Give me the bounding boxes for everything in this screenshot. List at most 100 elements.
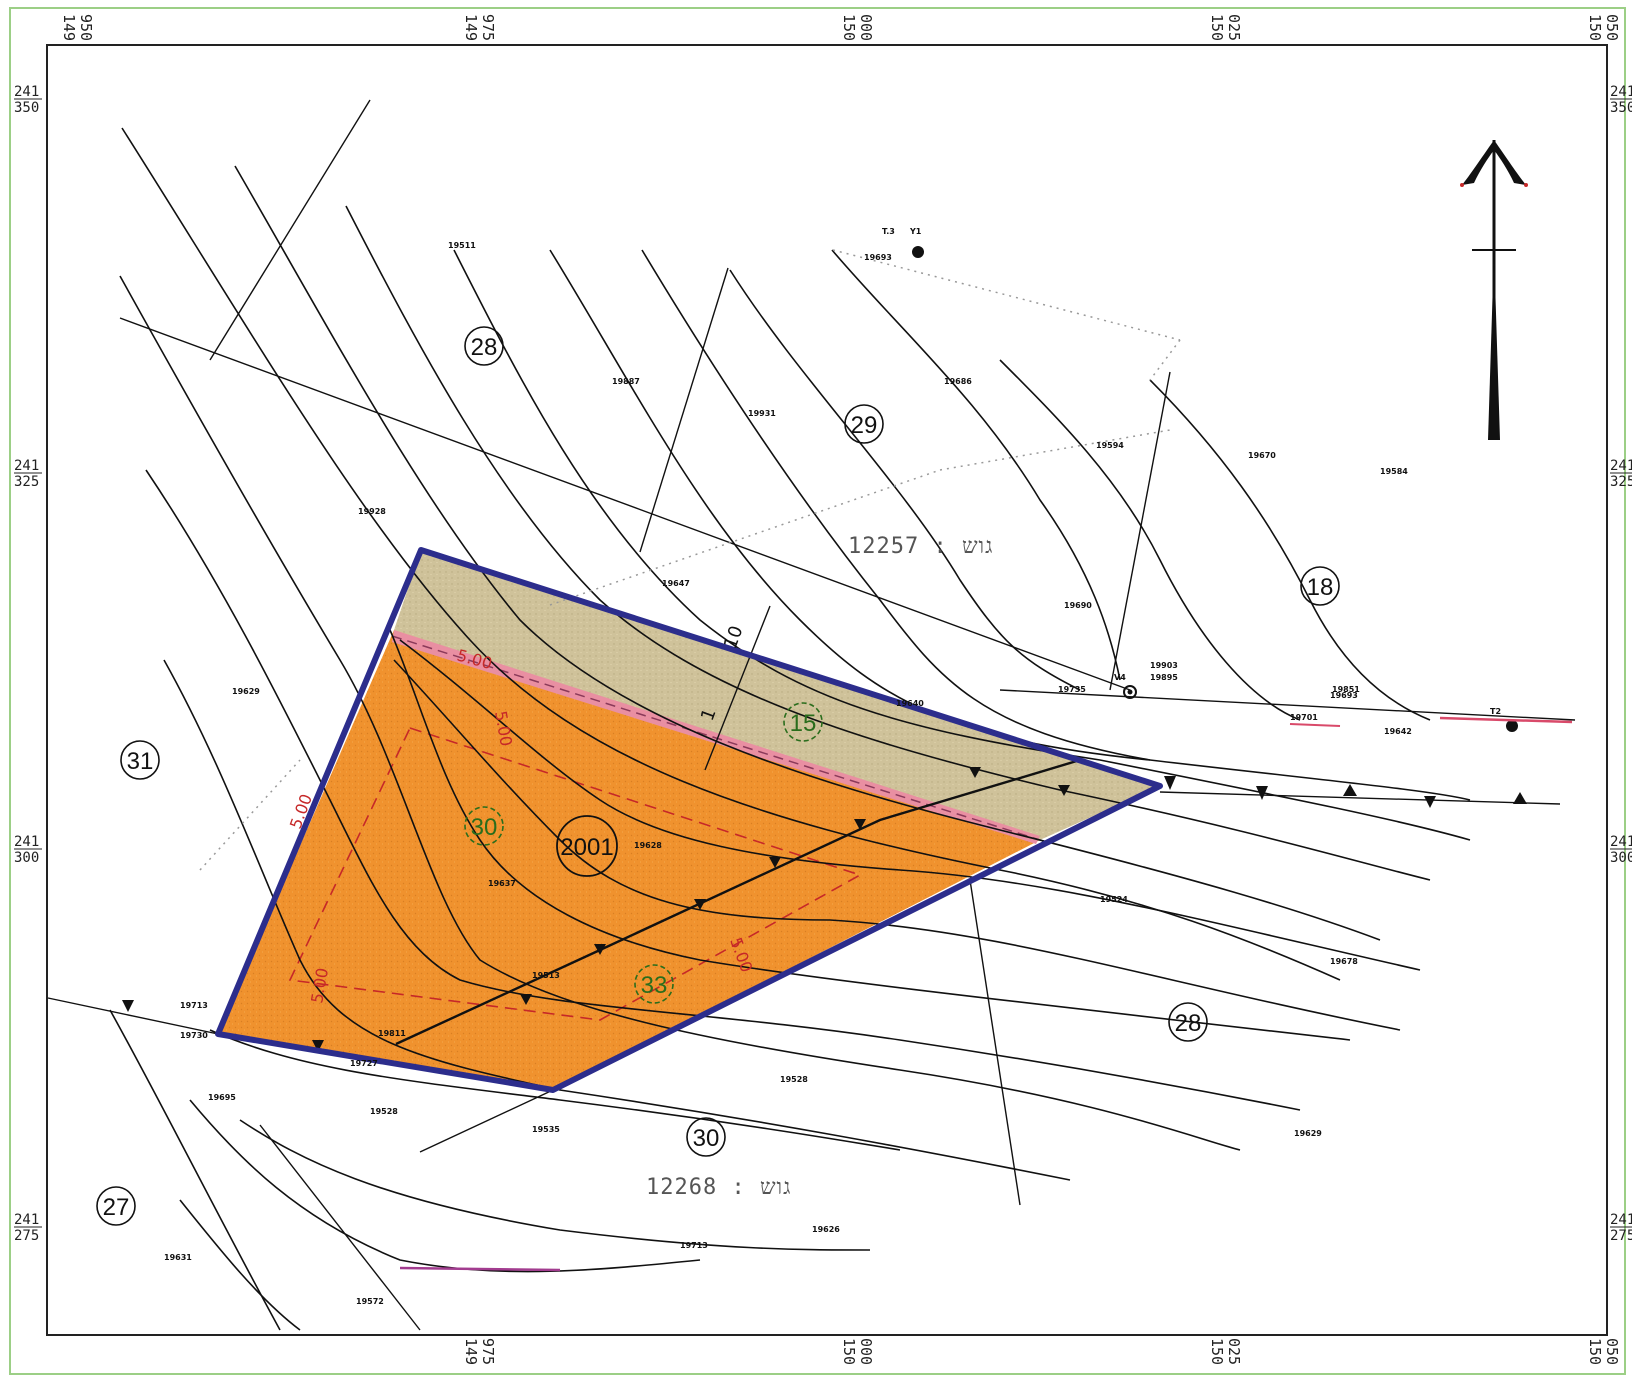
grid-label: 350 (1610, 100, 1632, 116)
north-arrow-icon (1460, 140, 1528, 440)
elevation-label: 19693 (1330, 691, 1358, 700)
grid-label: 275 (1610, 1228, 1632, 1244)
lot-lines (47, 99, 1576, 1331)
grid-label: 950 (77, 14, 95, 41)
grid-label: 275 (14, 1228, 39, 1244)
grid-label: 025 (1225, 1338, 1243, 1365)
parcel-number: 33 (641, 972, 668, 999)
contour-lines (109, 127, 1471, 1331)
grid-label: 150 (1586, 1338, 1604, 1365)
elevation-label: 19647 (662, 579, 690, 588)
elevation-label: 19851 (1332, 685, 1360, 694)
elevation-label: 19735 (1058, 685, 1086, 694)
plot-boundary (215, 547, 1163, 1093)
grid-labels-right: 241 350 241 325 241 300 241 275 (1610, 84, 1632, 1244)
grid-label: 149 (60, 14, 78, 41)
grid-label: 300 (14, 850, 39, 866)
elevation-label: 19642 (1384, 727, 1412, 736)
elevation-label: 19572 (356, 1297, 384, 1306)
point-label: V4 (1114, 673, 1126, 682)
grid-labels-bottom: 149 975 150 000 150 025 150 050 (462, 1338, 1621, 1365)
elevation-label: 19695 (208, 1093, 236, 1102)
grid-label: 975 (479, 1338, 497, 1365)
point-label: Y1 (909, 227, 922, 236)
grid-label: 325 (14, 474, 39, 490)
grid-label: 150 (840, 1338, 858, 1365)
elevation-label: 19727 (350, 1059, 378, 1068)
grid-label: 000 (857, 14, 875, 41)
parcel-number: 30 (471, 814, 498, 841)
orange-zone (218, 630, 1040, 1090)
grid-label: 241 (14, 84, 39, 100)
grid-label: 000 (857, 1338, 875, 1365)
elevation-label: 19584 (1380, 467, 1408, 476)
point-label: 19693 (864, 253, 892, 262)
grid-label: 050 (1603, 14, 1621, 41)
drainage-line (395, 758, 1081, 1046)
elevation-label: 19629 (1294, 1129, 1322, 1138)
elevation-label: 19511 (448, 241, 476, 250)
parcel-number: 27 (103, 1194, 130, 1221)
elevation-label: 19811 (378, 1029, 406, 1038)
elevation-label: 19528 (370, 1107, 398, 1116)
grid-label: 241 (14, 458, 39, 474)
drainage-markers (520, 767, 1070, 1005)
grid-label: 975 (479, 14, 497, 41)
elevation-label: 19895 (1150, 673, 1178, 682)
parcel-number: 30 (693, 1125, 720, 1152)
elevation-label: 19513 (532, 971, 560, 980)
grid-label: 300 (1610, 850, 1632, 866)
elevation-label: 19928 (358, 507, 386, 516)
parcel-number: 31 (127, 748, 154, 775)
elevation-label: 19528 (780, 1075, 808, 1084)
grid-label: 241 (1610, 834, 1632, 850)
elevation-label: 19629 (232, 687, 260, 696)
point-label: T2 (1490, 707, 1501, 716)
elevation-label: 19701 (1290, 713, 1318, 722)
grid-label: 150 (1208, 14, 1226, 41)
grid-label: 149 (462, 14, 480, 41)
grid-label: 325 (1610, 474, 1632, 490)
parcel-number: 28 (1175, 1010, 1202, 1037)
elevation-label: 19686 (944, 377, 972, 386)
elevation-label: 19903 (1150, 661, 1178, 670)
grid-label: 150 (840, 14, 858, 41)
parcel-number: 18 (1307, 574, 1334, 601)
parcel-number: 29 (851, 412, 878, 439)
grid-label: 050 (1603, 1338, 1621, 1365)
elevation-label: 19535 (532, 1125, 560, 1134)
block-label: 12268 : גוש (646, 1175, 791, 1200)
grid-label: 241 (1610, 84, 1632, 100)
survey-point-icon (912, 246, 1518, 732)
elevation-label: 19730 (180, 1031, 208, 1040)
elevation-label: 19690 (1064, 601, 1092, 610)
map-frame (46, 44, 1608, 1336)
elevation-label: 19524 (1100, 895, 1128, 904)
parcel-number: 2001 (560, 834, 613, 861)
grid-label: 150 (1586, 14, 1604, 41)
grid-labels-top: 149 950 149 975 150 000 150 025 150 050 (60, 14, 1621, 41)
grid-label: 241 (1610, 1212, 1632, 1228)
grid-label: 150 (1208, 1338, 1226, 1365)
circled-parcels: 28 29 18 31 2001 28 30 27 (96, 326, 1340, 1226)
elevation-label: 19931 (748, 409, 776, 418)
elevation-label: 19594 (1096, 441, 1124, 450)
elevation-label: 19713 (680, 1241, 708, 1250)
pink-setback-strip (392, 630, 1040, 844)
grid-labels-left: 241 350 241 325 241 300 241 275 (14, 84, 42, 1244)
grid-label: 149 (462, 1338, 480, 1365)
elevation-label: 19637 (488, 879, 516, 888)
building-line (288, 727, 862, 1021)
parcel-number: 28 (471, 334, 498, 361)
elevation-label: 19887 (612, 377, 640, 386)
grid-label: 350 (14, 100, 39, 116)
point-label: T.3 (882, 227, 895, 236)
elevation-label: 19626 (812, 1225, 840, 1234)
elevation-label: 19670 (1248, 451, 1276, 460)
block-label: 12257 : גוש (848, 534, 993, 559)
grid-label: 241 (1610, 458, 1632, 474)
elevation-label: 19631 (164, 1253, 192, 1262)
map-outer-border (9, 7, 1626, 1375)
grid-label: 241 (14, 1212, 39, 1228)
